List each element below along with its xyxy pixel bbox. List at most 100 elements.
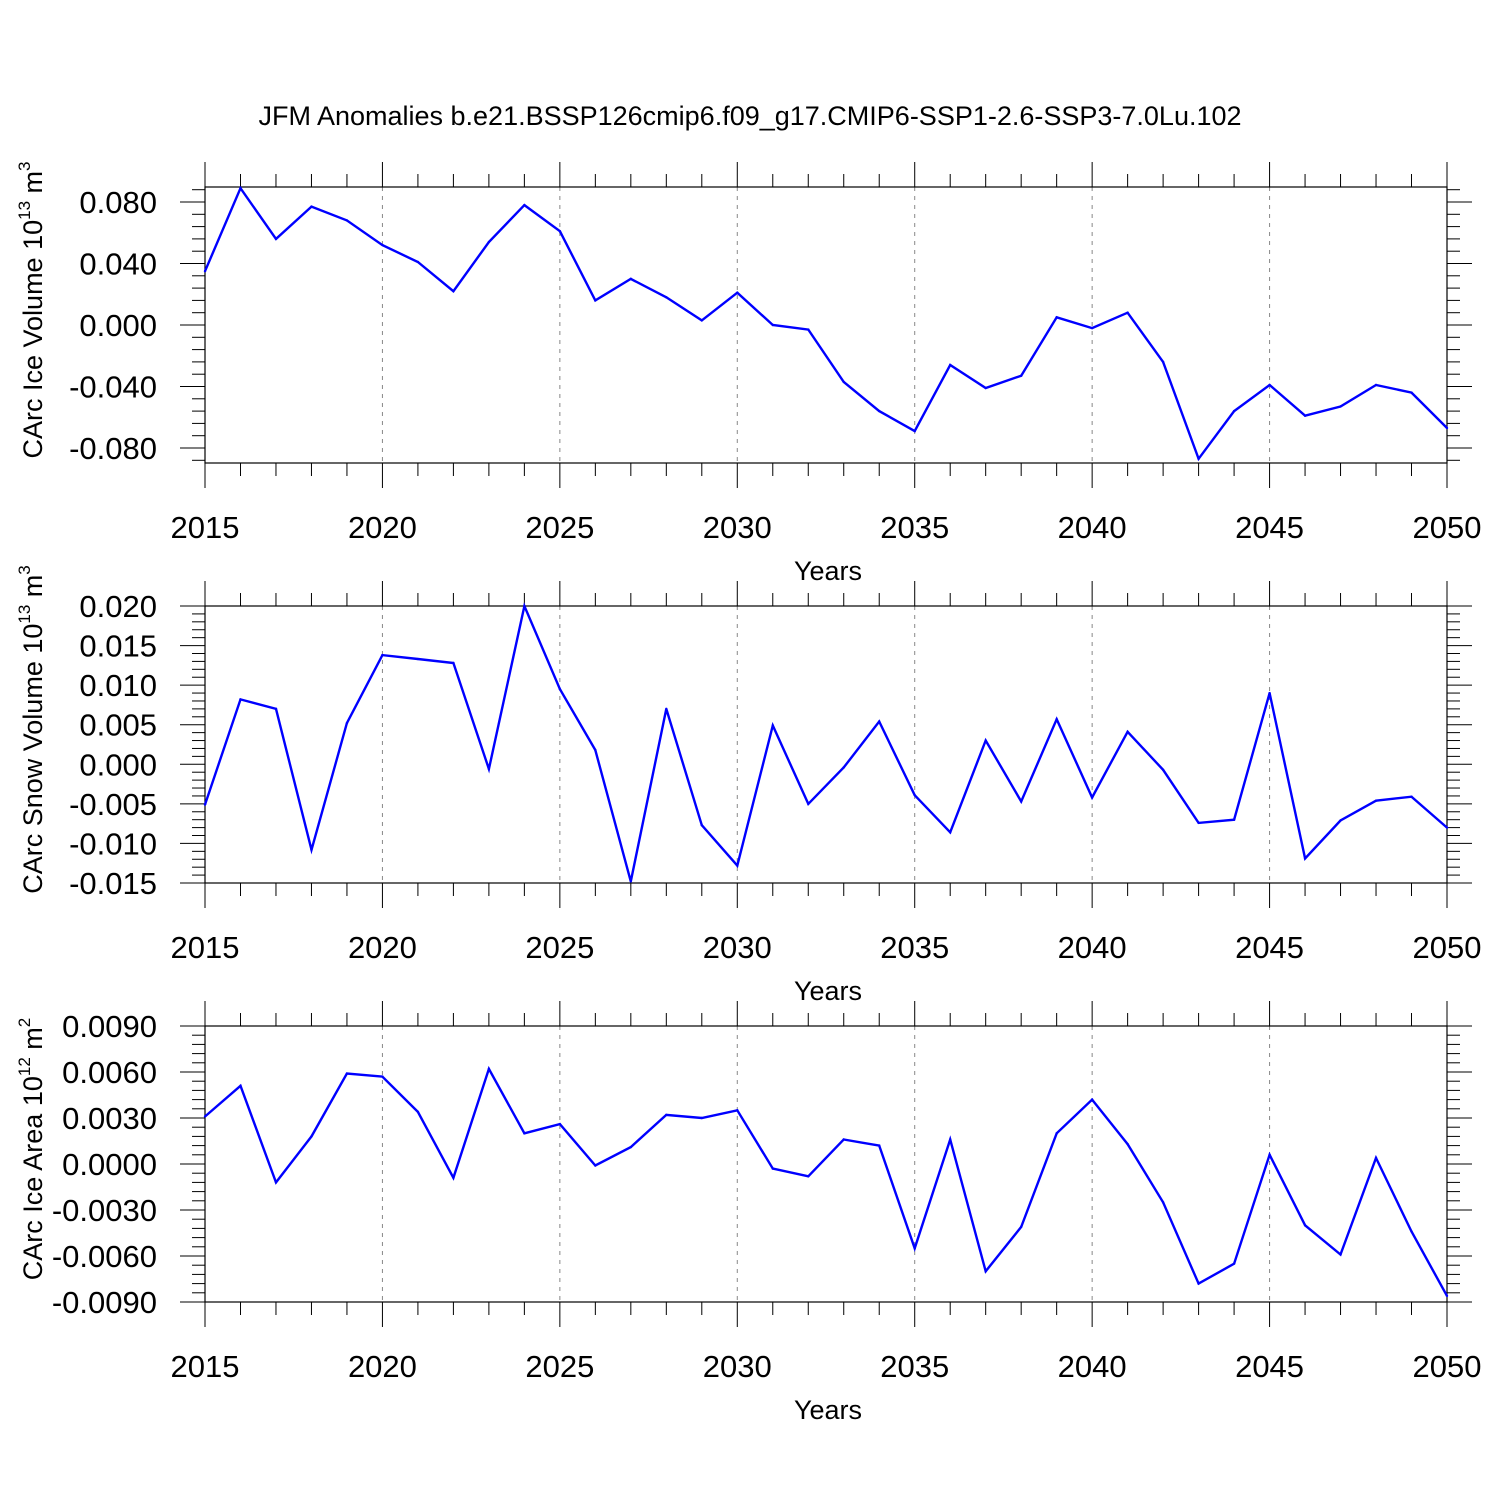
data-point <box>1090 796 1094 799</box>
x-tick-label: 2035 <box>880 1349 949 1384</box>
x-axis-label: Years <box>794 1395 862 1425</box>
x-tick-label: 2045 <box>1235 1349 1304 1384</box>
x-tick-label: 2040 <box>1058 930 1127 965</box>
x-tick-label: 2035 <box>880 930 949 965</box>
data-point <box>381 653 384 657</box>
plot-frame <box>204 1025 1448 1303</box>
y-tick-label: -0.005 <box>69 787 157 822</box>
x-tick-label: 2045 <box>1235 930 1304 965</box>
series-line <box>204 1065 1449 1297</box>
data-point <box>381 243 384 247</box>
data-point <box>736 864 739 867</box>
y-tick-label: 0.000 <box>79 747 157 782</box>
y-tick-label: -0.0030 <box>52 1193 157 1228</box>
data-point <box>1303 414 1307 417</box>
data-point <box>523 604 526 608</box>
x-tick-label: 2015 <box>171 1349 240 1384</box>
data-point <box>1197 457 1200 460</box>
data-point <box>1090 1098 1094 1101</box>
y-tick-label: -0.0090 <box>52 1285 157 1320</box>
y-axis-label: CArc Snow Volume 1013 m3 <box>15 565 48 894</box>
data-point <box>1161 360 1165 364</box>
data-point <box>523 203 526 207</box>
plot-frame <box>204 186 1448 464</box>
data-point <box>949 831 952 834</box>
data-point <box>239 186 242 190</box>
data-point <box>665 1113 668 1117</box>
x-tick-label: 2050 <box>1413 930 1482 965</box>
data-point <box>984 739 987 742</box>
y-tick-label: 0.005 <box>79 708 157 743</box>
data-point <box>203 803 207 806</box>
data-point <box>487 767 491 771</box>
data-point <box>452 1176 455 1180</box>
data-point <box>1339 405 1342 408</box>
y-tick-label: 0.0000 <box>62 1147 157 1182</box>
x-tick-label: 2030 <box>703 510 772 545</box>
data-point <box>1445 1294 1449 1298</box>
data-point <box>807 328 810 331</box>
panel-1: 2015 2020 2025 2030 2035 2040 2045 2050 Years 0.0… <box>15 161 1481 586</box>
data-point <box>878 409 881 413</box>
data-point <box>807 1175 810 1178</box>
data-point <box>807 802 810 806</box>
data-point <box>594 1164 597 1167</box>
data-point <box>487 240 491 244</box>
figure-title: JFM Anomalies b.e21.BSSP126cmip6.f09_g17… <box>258 101 1241 131</box>
data-point <box>1019 374 1023 377</box>
data-point <box>700 824 703 827</box>
data-point <box>1374 1156 1378 1160</box>
data-point <box>700 1116 703 1120</box>
data-point <box>1232 409 1236 413</box>
data-point <box>629 277 633 281</box>
x-tick-label: 2045 <box>1235 510 1304 545</box>
x-tick-label: 2015 <box>171 510 240 545</box>
y-tick-label: 0.015 <box>79 629 157 664</box>
data-point <box>736 291 739 294</box>
data-point <box>1161 1201 1165 1204</box>
data-point <box>771 323 774 327</box>
y-tick-label: 0.010 <box>79 668 157 703</box>
data-point <box>1126 1142 1129 1146</box>
data-point <box>239 1084 242 1088</box>
y-tick-label: -0.080 <box>69 431 157 466</box>
data-point <box>1232 1262 1236 1265</box>
data-point <box>416 1110 420 1114</box>
data-point <box>1090 326 1094 330</box>
data-point <box>842 1138 845 1141</box>
data-point <box>771 1167 774 1170</box>
y-tick-label: -0.040 <box>69 370 157 405</box>
y-tick-label: -0.010 <box>69 826 157 861</box>
data-point <box>1055 1132 1058 1135</box>
data-point <box>1197 821 1200 825</box>
data-point <box>984 386 987 390</box>
data-point <box>949 1138 952 1141</box>
y-tick-label: -0.015 <box>69 866 157 901</box>
data-point <box>1161 768 1165 772</box>
data-point <box>1374 799 1378 802</box>
data-point <box>736 1109 739 1112</box>
data-point <box>345 721 349 725</box>
data-point <box>1445 426 1449 430</box>
data-point <box>1374 383 1378 387</box>
x-tick-label: 2025 <box>525 1349 594 1384</box>
x-axis-label: Years <box>794 556 862 586</box>
data-point <box>1268 383 1271 387</box>
x-tick-label: 2040 <box>1058 510 1127 545</box>
data-point <box>416 260 420 264</box>
panel-3: 2015 2020 2025 2030 2035 2040 2045 2050 Years 0.0… <box>15 1001 1481 1425</box>
data-point <box>416 657 420 661</box>
panels: 2015 2020 2025 2030 2035 2040 2045 2050 Years 0.0… <box>15 161 1481 1425</box>
y-tick-label: 0.0030 <box>62 1101 157 1136</box>
data-point <box>1410 795 1413 798</box>
data-point <box>558 1122 562 1126</box>
y-tick-label: 0.000 <box>79 308 157 343</box>
data-point <box>1268 1153 1271 1157</box>
y-axis-label: CArc Ice Area 1012 m2 <box>15 1018 48 1281</box>
x-tick-label: 2025 <box>525 930 594 965</box>
x-tick-label: 2050 <box>1413 1349 1482 1384</box>
data-point <box>203 1115 207 1118</box>
data-point <box>1232 818 1236 821</box>
data-point <box>1410 1230 1413 1233</box>
